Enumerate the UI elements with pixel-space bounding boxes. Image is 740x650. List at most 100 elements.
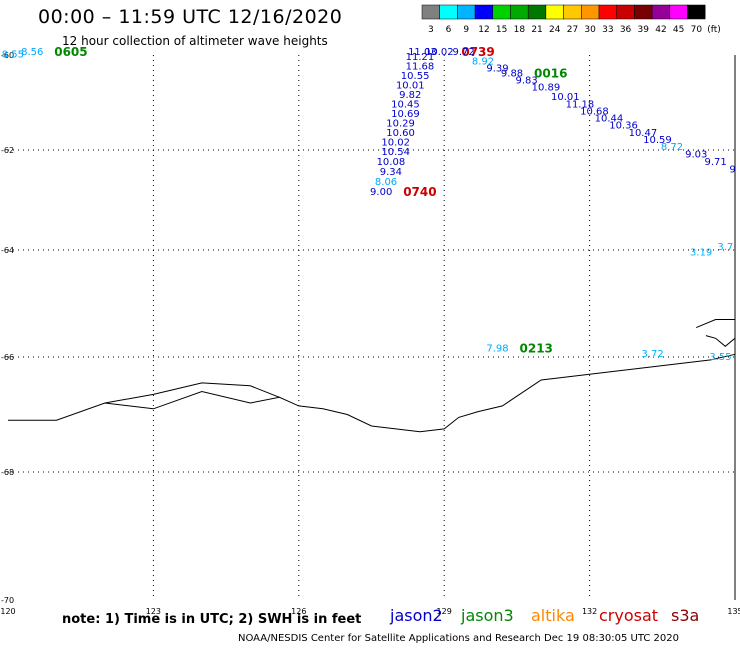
coastline-island [696, 319, 736, 347]
legend-s3a: s3a [671, 606, 700, 625]
legend-swatch [616, 4, 635, 20]
legend-swatch-label: 12 [478, 25, 489, 35]
coastline [8, 353, 736, 433]
swh-value-label: 7.98 [486, 344, 508, 355]
swh-value-label: 10.89 [532, 83, 561, 94]
swh-value-label: 11.21 [406, 52, 435, 63]
legend-swatch [439, 4, 458, 20]
pass-time-label: 0213 [520, 342, 553, 356]
swh-value-label: 10.01 [551, 92, 580, 103]
swh-value-label: 10.02 [425, 47, 454, 58]
lon-tick-label: 129 [437, 607, 452, 616]
legend-swatch-label: 39 [638, 25, 650, 35]
swh-value-label: 9 [729, 165, 735, 176]
legend-swatch-label: 27 [567, 25, 578, 35]
swh-value-label: 3.7 [717, 242, 733, 253]
legend-swatch-label: 45 [673, 25, 684, 35]
swh-value-label: 10.36 [609, 121, 638, 132]
lat-tick-label: -64 [1, 246, 14, 255]
swh-value-label: 10.47 [629, 128, 658, 139]
legend-cryosat: cryosat [599, 606, 659, 625]
swh-value-label: 9.82 [399, 90, 421, 101]
legend-swatch-label: 21 [531, 25, 542, 35]
legend-swatch-label: 18 [514, 25, 526, 35]
lat-tick-label: -68 [1, 468, 14, 477]
legend-swatch-label: 3 [428, 25, 434, 35]
legend-swatch [581, 4, 600, 20]
swh-value-label: 10.69 [391, 109, 420, 120]
legend-swatch [510, 4, 529, 20]
coastline-ice-shelf [104, 382, 280, 404]
legend-swatch [634, 4, 653, 20]
legend-swatch-label: 6 [446, 25, 452, 35]
legend-swatch-label: 36 [620, 25, 632, 35]
lat-tick-label: -66 [1, 353, 14, 362]
legend-jason2: jason2 [390, 606, 443, 625]
swh-value-label: 10.08 [377, 157, 406, 168]
legend-swatch [474, 4, 494, 20]
swh-value-label: 9.34 [380, 167, 402, 178]
swh-value-label: 11.18 [566, 99, 595, 110]
legend-unit: (ft) [707, 25, 721, 35]
swh-value-label: 10.01 [396, 80, 425, 91]
swh-value-label: 9.39 [486, 64, 508, 75]
swh-value-label: 10.54 [381, 147, 410, 158]
swh-value-label: 10.02 [381, 137, 410, 148]
legend-swatch-label: 9 [463, 25, 469, 35]
swh-value-label: 11.68 [406, 61, 435, 72]
legend-swatch-label: 30 [584, 25, 596, 35]
legend-swatch-label: 42 [655, 25, 666, 35]
footer-note: note: 1) Time is in UTC; 2) SWH is in fe… [62, 612, 362, 627]
pass-time-label: 0605 [54, 45, 87, 59]
legend-swatch [492, 4, 511, 20]
pass-time-label: 0740 [403, 185, 436, 199]
lat-tick-label: -60 [1, 51, 14, 60]
swh-value-label: 10.60 [386, 128, 415, 139]
swh-value-label: 8.92 [472, 57, 494, 68]
lon-tick-label: 135 [727, 607, 740, 616]
swh-value-label: 10.45 [391, 99, 420, 110]
swh-value-label: 9.03 [685, 150, 707, 161]
swh-value-label: 10.55 [401, 71, 430, 82]
legend-swatch [527, 4, 547, 20]
legend-swatch-label: 24 [549, 25, 561, 35]
footer-credit: NOAA/NESDIS Center for Satellite Applica… [238, 633, 680, 644]
swh-value-label: 9.00 [370, 187, 392, 198]
swh-value-label: 10.68 [580, 106, 609, 117]
lat-tick-label: -62 [1, 146, 14, 155]
swh-value-label: 8.55 [2, 49, 24, 60]
swh-value-label: 10.59 [643, 135, 672, 146]
page-title: 00:00 – 11:59 UTC 12/16/2020 [38, 6, 343, 28]
swh-value-label: 8.56 [21, 47, 43, 58]
swh-value-label: 3.19 [690, 247, 712, 258]
legend-swatch-label: 70 [691, 25, 703, 35]
legend-altika: altika [531, 606, 575, 625]
swh-value-label: 9.72 [452, 47, 474, 58]
swh-value-label: 9.83 [515, 76, 537, 87]
lon-tick-label: 120 [0, 607, 15, 616]
pass-time-label: 0016 [534, 66, 567, 80]
legend-swatch [457, 4, 476, 20]
lat-tick-label: -70 [1, 596, 14, 605]
legend-swatch [669, 4, 688, 20]
swh-value-label: 3.55 [709, 352, 731, 363]
legend-swatch [687, 4, 706, 20]
lon-tick-label: 132 [582, 607, 597, 616]
swh-value-label: 11.03 [408, 47, 437, 58]
swh-value-label: 10.29 [386, 118, 415, 129]
swh-value-label: 8.06 [375, 177, 397, 188]
swh-value-label: 10.44 [595, 114, 624, 125]
legend-jason3: jason3 [461, 606, 514, 625]
legend-swatch [651, 4, 671, 20]
pass-time-label: 0739 [461, 45, 494, 59]
legend-swatch-label: 33 [602, 25, 613, 35]
legend-swatch [563, 4, 582, 20]
page-subtitle: 12 hour collection of altimeter wave hei… [62, 34, 328, 48]
legend-swatch [598, 4, 617, 20]
swh-value-label: 9.88 [501, 68, 523, 79]
legend-swatch [421, 4, 440, 20]
lon-tick-label: 126 [291, 607, 306, 616]
swh-value-label: 9.71 [704, 157, 726, 168]
legend-swatch [545, 4, 564, 20]
